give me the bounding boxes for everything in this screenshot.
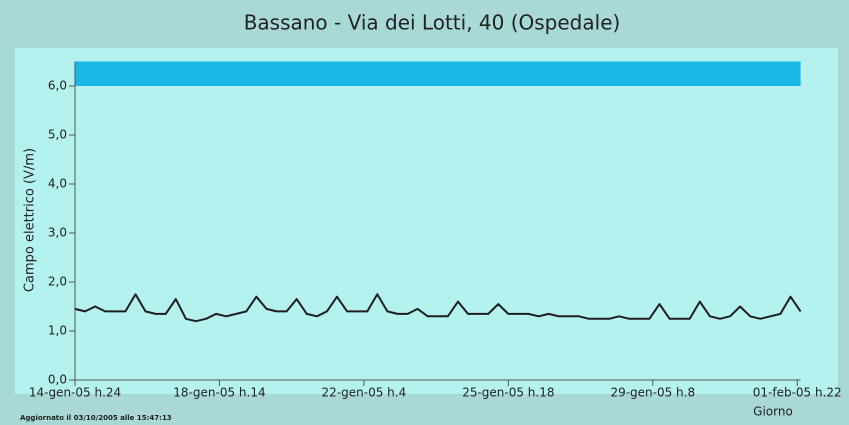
x-tick-label: 22-gen-05 h.4 bbox=[322, 386, 407, 400]
y-tick-label: 5,0 bbox=[48, 128, 67, 142]
y-tick-label: 6,0 bbox=[48, 79, 67, 93]
x-tick-label: 14-gen-05 h.24 bbox=[29, 386, 121, 400]
x-axis-label: Giorno bbox=[753, 405, 793, 419]
threshold-band bbox=[75, 62, 801, 87]
x-tick-label: 25-gen-05 h.18 bbox=[462, 386, 554, 400]
y-tick-label: 3,0 bbox=[48, 226, 67, 240]
x-tick-label: 18-gen-05 h.14 bbox=[173, 386, 265, 400]
chart: Bassano - Via dei Lotti, 40 (Ospedale) C… bbox=[0, 0, 849, 425]
y-axis-label: Campo elettrico (V/m) bbox=[23, 148, 38, 292]
y-tick-label: 4,0 bbox=[48, 177, 67, 191]
page: {"chart_data": { "type": "line", "title"… bbox=[0, 0, 849, 425]
y-tick-label: 2,0 bbox=[48, 275, 67, 289]
x-tick-label: 01-feb-05 h.22 bbox=[753, 386, 842, 400]
chart-title: Bassano - Via dei Lotti, 40 (Ospedale) bbox=[244, 11, 621, 35]
x-tick-label: 29-gen-05 h.8 bbox=[610, 386, 695, 400]
footnote: Aggiornato il 03/10/2005 alle 15:47:13 bbox=[20, 414, 172, 422]
plot-background bbox=[15, 48, 838, 394]
y-tick-label: 1,0 bbox=[48, 324, 67, 338]
y-tick-label: 0,0 bbox=[48, 373, 67, 387]
